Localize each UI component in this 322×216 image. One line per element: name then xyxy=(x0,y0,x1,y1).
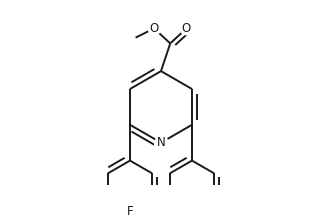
Text: O: O xyxy=(149,22,159,35)
Text: N: N xyxy=(156,136,166,149)
Text: F: F xyxy=(127,205,133,216)
Text: O: O xyxy=(182,22,191,35)
